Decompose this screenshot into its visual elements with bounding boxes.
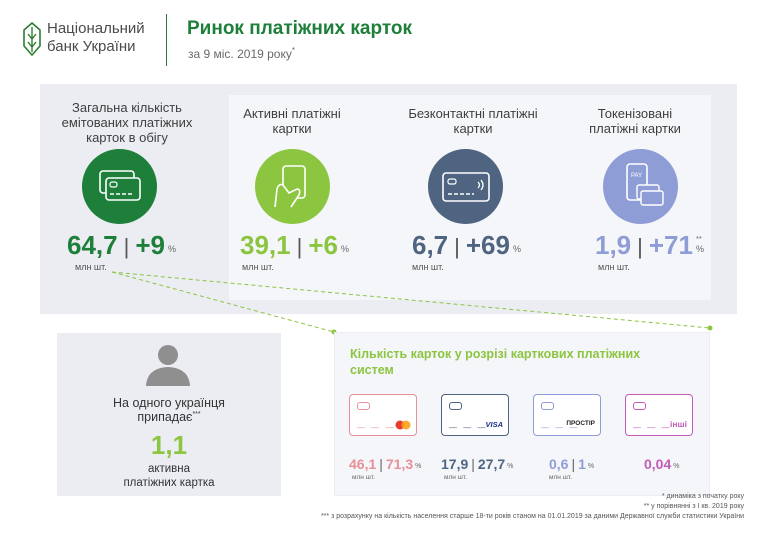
metric-total-value: 64,7 | +9% [67,230,176,260]
metric-token-value: 1,9 | +71% ** [595,230,704,260]
nbu-logo-icon [23,22,41,56]
logo-text: Національний банк України [47,20,145,56]
other-value: 0,04% [644,456,680,472]
metric-token-label: Токенізовані платіжні картки [589,106,681,136]
footnote-1: * динаміка з початку року [661,493,744,500]
metric-total-unit: млн шт. [75,262,107,272]
mastercard-card: — — — [349,394,417,436]
footnote-3: *** з розрахунку на кількість населення … [320,513,744,520]
metric-active-label: Активні платіжні картки [243,106,341,136]
connector-dot-right [707,325,713,331]
prostir-value: 0,6 | 1% [549,456,595,472]
header-divider [166,14,167,66]
per-capita-value: 1,1 [150,430,188,460]
cards-icon [99,170,141,201]
person-icon [146,345,190,386]
prostir-unit: млн шт. [549,474,572,481]
payment-systems-title: Кількість карток у розрізі карткових пла… [350,347,641,377]
metric-token-circle: PAY [603,149,678,224]
per-capita-text: На одного українця припадає*** [113,396,225,424]
per-capita-sub: активна платіжних картка [123,463,215,489]
hand-card-icon [274,165,306,208]
page-title: Ринок платіжних карток [187,18,412,39]
logo-line-2: банк України [47,38,136,55]
metric-contactless-value: 6,7 | +69% [412,230,521,260]
contactless-card-icon [442,172,490,202]
footnote-2: ** у порівнянні з І кв. 2019 року [643,503,744,510]
logo-line-1: Національний [47,20,145,37]
other-card: — — — інші [625,394,693,436]
connector-line-left [111,271,335,333]
phone-pay-icon: PAY [626,163,664,206]
visa-card: — — — VISA [441,394,509,436]
metric-total-circle [82,149,157,224]
visa-brand: VISA [485,420,503,429]
metric-contactless-unit: млн шт. [412,262,444,272]
visa-value: 17,9 | 27,7% [441,456,514,472]
visa-unit: млн шт. [444,474,467,481]
metric-contactless-circle [428,149,503,224]
prostir-card: — — — ПРОСТІР [533,394,601,436]
metric-active-circle [255,149,330,224]
svg-text:PAY: PAY [631,173,642,179]
mastercard-logo-icon [395,420,411,430]
other-brand: інші [670,419,687,429]
connector-line-right [111,271,711,329]
page-subtitle: за 9 міс. 2019 року* [188,46,295,61]
metric-active-value: 39,1 | +6% [240,230,349,260]
metric-token-unit: млн шт. [598,262,630,272]
mastercard-value: 46,1 | 71,3% [349,456,422,472]
prostir-brand: ПРОСТІР [566,420,595,427]
mastercard-unit: млн шт. [352,474,375,481]
metric-active-unit: млн шт. [242,262,274,272]
metric-total-label: Загальна кількість емітованих платіжних … [61,100,193,145]
metric-contactless-label: Безконтактні платіжні картки [408,106,538,136]
